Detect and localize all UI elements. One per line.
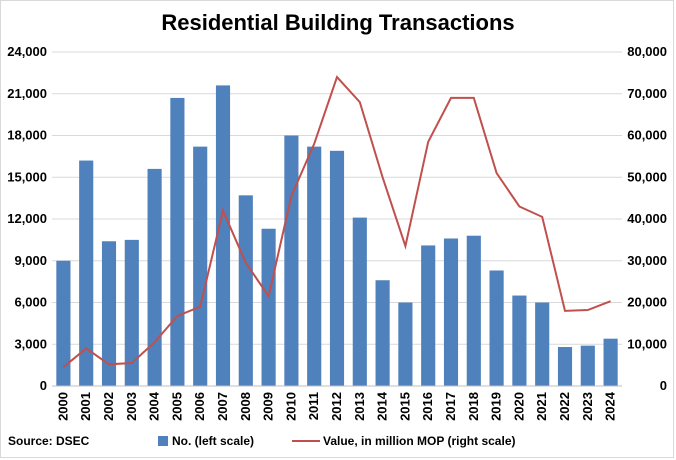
left-tick-label: 6,000 — [14, 295, 47, 310]
bar — [443, 238, 459, 386]
left-tick-label: 24,000 — [7, 44, 47, 59]
bar — [56, 260, 71, 386]
left-tick-label: 9,000 — [14, 253, 47, 268]
x-tick-label: 2014 — [375, 391, 390, 421]
right-tick-label: 50,000 — [627, 169, 667, 184]
bar — [352, 217, 367, 386]
right-axis: 0 10,000 20,000 30,000 40,000 50,000 60,000 70,… — [627, 44, 667, 393]
right-tick-label: 70,000 — [627, 86, 667, 101]
legend-bar-label: No. (left scale) — [172, 434, 254, 448]
right-tick-label: 60,000 — [627, 128, 667, 143]
bar — [193, 146, 208, 386]
x-tick-label: 2016 — [420, 392, 435, 421]
x-tick-label: 2003 — [124, 392, 139, 421]
x-axis: 2000 2001 2002 2003 2004 2005 2006 2007 2008 2009… — [55, 391, 617, 421]
x-tick-label: 2007 — [215, 392, 230, 421]
chart-title: Residential Building Transactions — [161, 10, 514, 35]
grid-lines — [52, 51, 622, 345]
right-tick-label: 40,000 — [627, 211, 667, 226]
left-axis: 0 3,000 6,000 9,000 12,000 15,000 18,000 21,000… — [7, 44, 47, 393]
bar — [284, 135, 299, 386]
bar — [79, 160, 94, 386]
x-tick-label: 2000 — [55, 392, 70, 421]
bar — [215, 85, 231, 387]
right-tick-label: 80,000 — [627, 44, 667, 59]
x-tick-label: 2013 — [352, 392, 367, 421]
x-tick-label: 2017 — [443, 392, 458, 421]
left-tick-label: 12,000 — [7, 211, 47, 226]
right-tick-label: 0 — [660, 378, 667, 393]
x-tick-label: 2019 — [489, 392, 504, 421]
bar — [489, 270, 504, 386]
x-tick-label: 2001 — [78, 392, 93, 421]
x-tick-label: 2021 — [534, 392, 549, 421]
bar — [421, 245, 436, 386]
left-tick-label: 15,000 — [7, 169, 47, 184]
x-tick-label: 2009 — [261, 392, 276, 421]
x-tick-label: 2015 — [397, 392, 412, 421]
bar — [535, 302, 550, 386]
bar — [580, 345, 595, 386]
x-tick-label: 2012 — [329, 392, 344, 421]
x-tick-label: 2024 — [603, 391, 618, 421]
bar — [466, 235, 481, 386]
bar — [512, 295, 527, 386]
right-tick-label: 10,000 — [627, 336, 667, 351]
value-line — [62, 75, 611, 368]
left-tick-label: 3,000 — [14, 336, 47, 351]
bar — [124, 239, 139, 386]
legend: No. (left scale) Value, in million MOP (… — [158, 434, 516, 448]
source-note: Source: DSEC — [8, 434, 90, 448]
legend-line-label: Value, in million MOP (right scale) — [323, 434, 516, 448]
x-tick-label: 2010 — [283, 392, 298, 421]
bar — [261, 228, 276, 386]
bar — [375, 280, 390, 386]
legend-bar-swatch — [158, 436, 168, 446]
left-tick-label: 0 — [40, 378, 47, 393]
x-tick-label: 2023 — [580, 392, 595, 421]
x-tick-label: 2011 — [306, 392, 321, 420]
x-tick-label: 2022 — [557, 392, 572, 421]
left-tick-label: 18,000 — [7, 128, 47, 143]
bar — [603, 338, 618, 386]
bar-series — [56, 85, 618, 387]
x-tick-label: 2020 — [511, 392, 526, 421]
bar — [329, 150, 345, 386]
x-tick-label: 2005 — [169, 392, 184, 421]
right-tick-label: 30,000 — [627, 253, 667, 268]
x-tick-label: 2004 — [147, 391, 162, 421]
bar — [147, 168, 162, 386]
x-tick-label: 2018 — [466, 392, 481, 421]
bar — [398, 302, 413, 386]
line-series — [62, 75, 611, 368]
left-tick-label: 21,000 — [7, 86, 47, 101]
bar — [101, 241, 117, 386]
x-tick-label: 2006 — [192, 392, 207, 421]
bar — [170, 97, 185, 387]
bar — [307, 146, 322, 386]
right-tick-label: 20,000 — [627, 295, 667, 310]
bar — [557, 347, 573, 386]
x-tick-label: 2008 — [238, 392, 253, 421]
x-tick-label: 2002 — [101, 392, 116, 421]
bar — [238, 195, 253, 386]
